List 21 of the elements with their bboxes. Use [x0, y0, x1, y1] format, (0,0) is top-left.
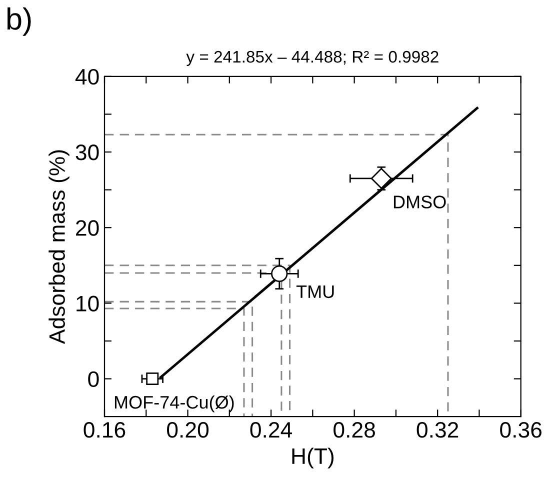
- point: [271, 265, 288, 282]
- x-tick-label: 0.28: [334, 422, 375, 438]
- x-tick-label: 0.32: [416, 422, 458, 438]
- y-tick-label: 40: [75, 68, 99, 85]
- y-tick-label: 30: [76, 144, 99, 160]
- annotation: MOF-74-Cu(Ø): [114, 395, 234, 412]
- annotation: DMSO: [394, 196, 446, 208]
- text: b): [7, 7, 31, 36]
- point: [370, 168, 392, 189]
- x-tick-label: 0.36: [500, 422, 542, 438]
- point: [146, 372, 159, 386]
- y-tick-label: 20: [76, 220, 99, 236]
- y-tick-label: 10: [76, 296, 99, 312]
- y-tick-label: 0: [88, 371, 99, 388]
- chart-title: y = 241.85x – 44.488; R² = 0.9982: [186, 50, 438, 66]
- x-tick-label: 0.20: [167, 422, 209, 438]
- annotation: TMU: [296, 285, 334, 298]
- x-tick-label: 0.24: [250, 422, 292, 438]
- x-tick-label: 0.16: [84, 422, 126, 438]
- y-axis-title: Adsorbed mass (%): [48, 150, 70, 344]
- x-axis-title: H(T): [292, 448, 334, 468]
